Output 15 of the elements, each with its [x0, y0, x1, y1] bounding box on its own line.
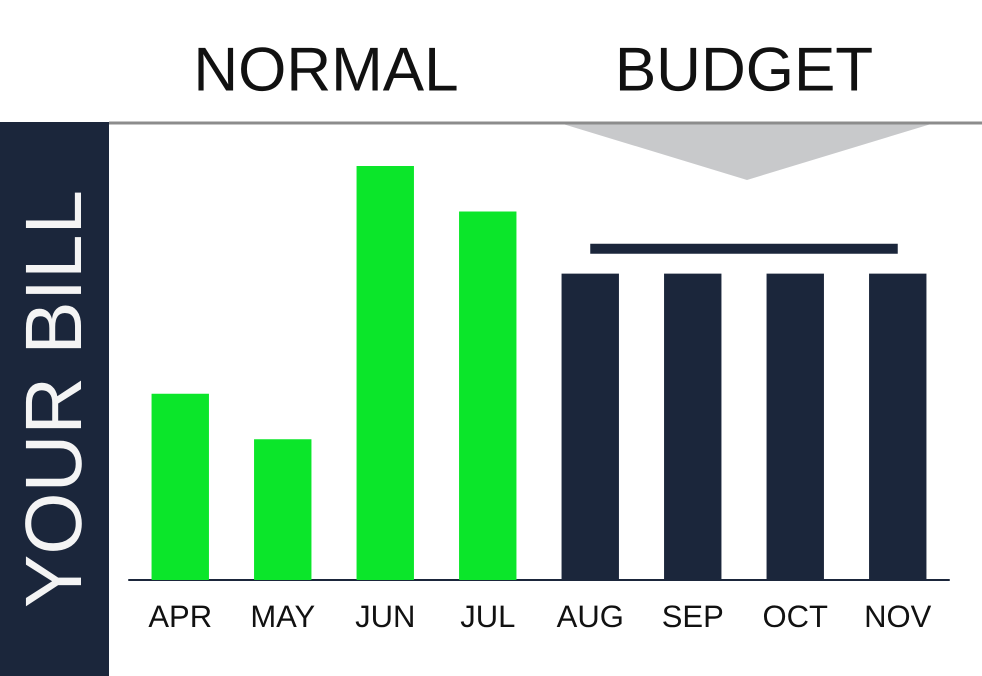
x-tick-label: JUL: [460, 599, 516, 634]
text: BUDGET: [614, 36, 874, 104]
x-tick-label: OCT: [762, 599, 828, 634]
bar: [356, 166, 414, 580]
y-axis-title: YOUR BILL: [9, 190, 98, 608]
text: NORMAL: [193, 36, 459, 104]
x-tick-label: NOV: [864, 599, 932, 634]
x-tick-label: SEP: [662, 599, 724, 634]
x-tick-label: APR: [148, 599, 212, 634]
bar: [459, 212, 516, 580]
bar: [152, 394, 209, 580]
x-tick-label: JUN: [355, 599, 416, 634]
x-tick-label: MAY: [250, 599, 316, 634]
x-tick-label: AUG: [556, 599, 624, 634]
bar: [254, 439, 312, 580]
